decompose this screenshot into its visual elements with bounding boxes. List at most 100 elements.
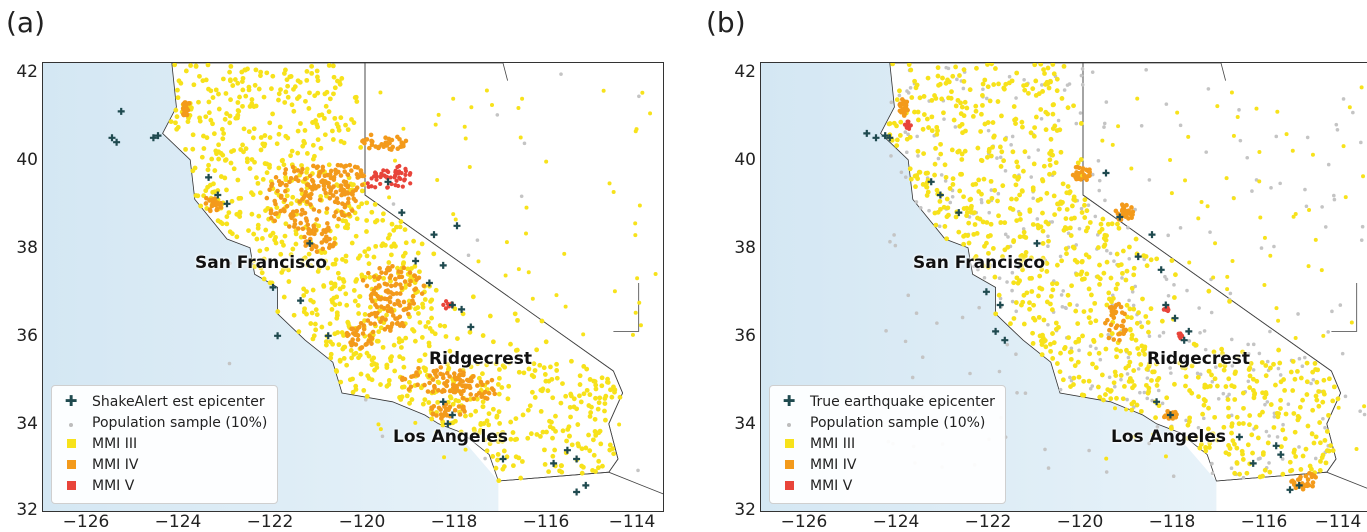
mmi3-dot (373, 243, 379, 249)
mmi3-dot (251, 104, 257, 110)
population-dot (1131, 303, 1136, 308)
mmi4-dot (299, 207, 305, 213)
x-tick: −114 (1314, 512, 1362, 532)
mmi3-dot (1027, 306, 1032, 312)
mmi3-dot (1050, 111, 1056, 117)
mmi3-dot (584, 387, 590, 393)
mmi4-dot (274, 211, 279, 216)
mmi4-dot (364, 137, 370, 142)
mmi4-dot (383, 288, 389, 294)
mmi3-dot (354, 277, 360, 282)
mmi3-dot (1126, 379, 1132, 384)
mmi3-dot (538, 408, 544, 414)
mmi3-dot (462, 124, 467, 129)
mmi3-dot (480, 333, 486, 338)
epicenter-marker (324, 332, 332, 340)
mmi3-dot (288, 201, 294, 206)
mmi3-dot (1048, 301, 1053, 307)
mmi3-dot (526, 270, 531, 275)
epicenter-marker (1180, 336, 1188, 344)
mmi4-dot (492, 391, 498, 397)
mmi3-dot (258, 73, 263, 79)
mmi3-dot (889, 137, 895, 143)
mmi3-dot (405, 266, 411, 272)
mmi4-dot (300, 197, 305, 202)
mmi4-dot (273, 201, 278, 207)
legend-b-mmi4: MMI IV (780, 455, 995, 476)
mmi4-dot (1119, 323, 1124, 329)
mmi3-dot (569, 442, 575, 448)
population-dot (1056, 118, 1061, 123)
mmi3-dot (315, 78, 321, 84)
mmi3-dot (1215, 437, 1220, 443)
mmi3-dot (342, 344, 348, 350)
mmi3-dot (1088, 307, 1094, 313)
mmi3-dot (1110, 296, 1116, 301)
mmi3-dot (908, 176, 914, 182)
mmi4-dot (390, 263, 395, 269)
mmi3-dot (1084, 208, 1090, 214)
mmi5-dot (389, 181, 394, 187)
mmi5-dot (394, 178, 399, 183)
mmi3-dot (1041, 67, 1046, 72)
mmi4-dot (342, 169, 347, 174)
mmi3-dot (1030, 341, 1036, 346)
mmi3-dot (1311, 440, 1317, 446)
mmi3-dot (249, 157, 255, 162)
mmi3-dot (1206, 426, 1211, 432)
mmi3-dot (183, 68, 189, 74)
epicenter-marker (499, 455, 507, 463)
mmi4-dot (379, 270, 384, 275)
mmi4-dot (479, 392, 485, 397)
population-dot (1060, 305, 1065, 309)
mmi3-dot (503, 273, 508, 278)
mmi3-dot (999, 113, 1004, 119)
mmi3-dot (993, 66, 998, 71)
population-dot (939, 173, 944, 177)
mmi3-dot (387, 195, 392, 200)
mmi4-dot (412, 273, 417, 278)
mmi3-dot (1040, 255, 1046, 261)
mmi3-dot (1120, 270, 1125, 276)
mmi4-dot (207, 207, 213, 212)
mmi3-dot (412, 264, 418, 269)
mmi3-dot (1067, 301, 1073, 307)
mmi3-dot (1240, 390, 1246, 396)
mmi3-dot (975, 145, 981, 151)
mmi3-dot (998, 220, 1004, 225)
mmi5-dot (369, 176, 374, 181)
population-dot (1147, 441, 1151, 446)
mmi3-dot (986, 199, 991, 205)
population-dot (363, 397, 368, 402)
mmi3-dot (1048, 341, 1053, 347)
mmi3-dot (243, 146, 249, 152)
mmi4-dot (360, 138, 365, 144)
mmi3-dot (484, 362, 490, 368)
mmi5-dot (366, 184, 371, 189)
mmi3-dot (637, 300, 642, 305)
mmi3-dot (1262, 283, 1267, 288)
mmi3-dot (359, 272, 365, 278)
epicenter-marker (1166, 411, 1174, 419)
mmi3-dot (1278, 397, 1283, 403)
mmi3-dot (493, 465, 499, 471)
mmi3-dot (349, 182, 355, 188)
mmi3-dot (1129, 315, 1134, 321)
mmi3-dot (1132, 434, 1137, 439)
mmi3-dot (529, 372, 535, 378)
population-dot (1166, 233, 1170, 238)
mmi4-dot (411, 373, 416, 379)
mmi3-dot (332, 85, 338, 91)
mmi4-dot (438, 365, 444, 370)
mmi3-dot (1105, 221, 1111, 227)
mmi3-dot (289, 102, 295, 108)
mmi4-dot (389, 137, 395, 143)
population-dot (905, 89, 909, 93)
mmi4-dot (292, 168, 297, 174)
population-dot (1147, 334, 1152, 338)
epicenter-marker (113, 138, 121, 146)
population-dot (1058, 254, 1063, 259)
mmi3-dot (1091, 339, 1097, 344)
mmi4-dot (312, 231, 317, 237)
mmi4-dot (389, 309, 395, 314)
